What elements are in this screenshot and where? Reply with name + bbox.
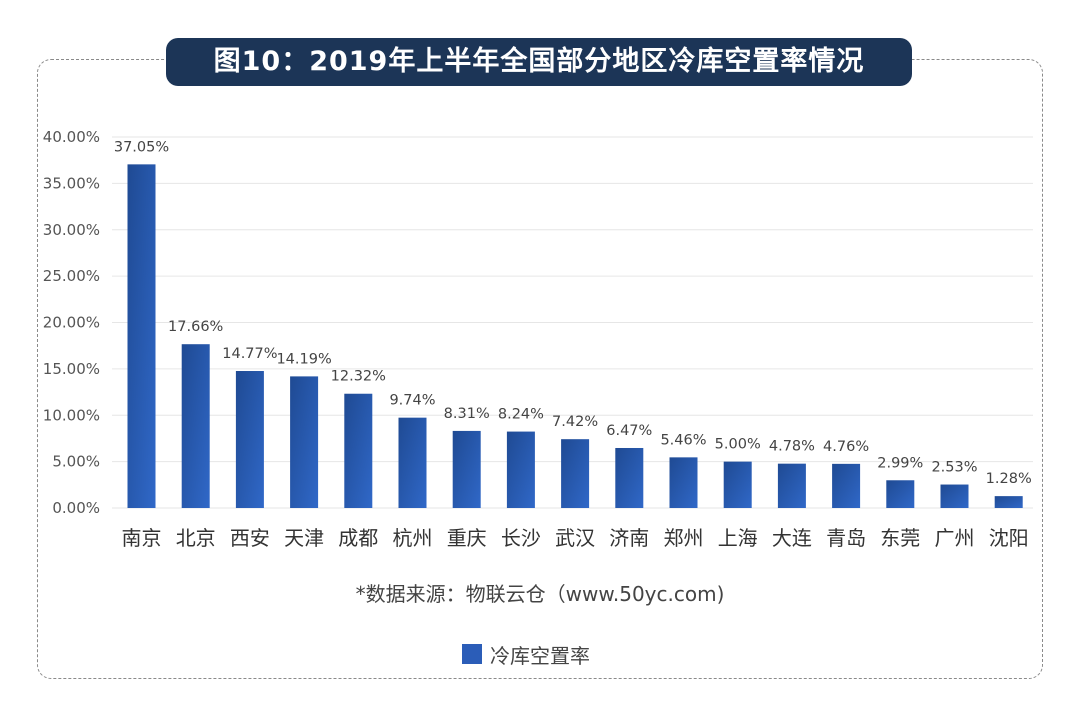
y-tick-label: 5.00%: [52, 453, 100, 471]
category-label: 东莞: [880, 526, 920, 550]
category-label: 青岛: [826, 526, 866, 550]
category-label: 重庆: [447, 526, 487, 550]
data-label: 12.32%: [331, 369, 386, 385]
data-label: 14.77%: [222, 346, 277, 362]
data-label: 2.99%: [877, 455, 923, 471]
category-label: 天津: [284, 526, 324, 550]
bar: [290, 376, 319, 508]
bar: [940, 484, 969, 508]
bar: [723, 461, 752, 508]
bar: [669, 457, 698, 508]
data-label: 8.31%: [444, 406, 490, 422]
category-label: 杭州: [393, 526, 433, 550]
data-label: 8.24%: [498, 407, 544, 423]
y-tick-label: 0.00%: [52, 499, 100, 517]
category-label: 济南: [609, 526, 649, 550]
x-axis-categories: 南京 北京 西安 天津 成都 杭州 重庆 长沙 武汉 济南 郑州 上海 大连 青岛 东莞 广州 沈阳: [122, 526, 1029, 550]
data-label: 5.46%: [660, 432, 706, 448]
data-label: 14.19%: [276, 351, 331, 367]
category-label: 成都: [338, 526, 378, 550]
bar: [886, 480, 915, 508]
bar: [127, 164, 156, 508]
bar: [561, 439, 590, 508]
category-label: 上海: [718, 526, 758, 550]
bar: [344, 393, 373, 508]
category-label: 广州: [935, 526, 975, 550]
bar: [506, 431, 535, 508]
y-tick-label: 10.00%: [43, 406, 100, 424]
bar: [181, 344, 210, 508]
bar: [994, 496, 1023, 508]
chart-title: 图10：2019年上半年全国部分地区冷库空置率情况: [166, 38, 912, 86]
gridlines: [112, 136, 1033, 509]
y-tick-label: 25.00%: [43, 267, 100, 285]
y-tick-label: 35.00%: [43, 174, 100, 192]
category-label: 沈阳: [989, 526, 1029, 550]
category-label: 长沙: [501, 526, 541, 550]
y-tick-label: 15.00%: [43, 360, 100, 378]
data-label: 7.42%: [552, 414, 598, 430]
bar: [615, 447, 644, 508]
data-label: 9.74%: [389, 393, 435, 409]
data-labels: 37.05% 17.66% 14.77%14.19%12.32%9.74% 8.31%…: [114, 139, 1032, 487]
bar: [777, 463, 806, 508]
legend-label: 冷库空置率: [490, 643, 590, 668]
source-note: *数据来源：物联云仓（www.50yc.com): [355, 582, 725, 606]
bar: [398, 417, 427, 508]
y-axis-ticks: 0.00% 5.00% 10.00% 15.00% 20.00% 25.00% 30.00%…: [43, 128, 100, 517]
legend: 冷库空置率: [462, 641, 590, 668]
data-label: 17.66%: [168, 319, 223, 335]
category-label: 北京: [176, 526, 216, 550]
y-tick-label: 40.00%: [43, 128, 100, 146]
data-label: 4.78%: [769, 439, 815, 455]
data-label: 5.00%: [715, 437, 761, 453]
legend-swatch: [462, 644, 482, 664]
data-label: 37.05%: [114, 139, 169, 155]
category-label: 郑州: [664, 526, 704, 550]
bar: [832, 463, 861, 508]
category-label: 武汉: [555, 526, 595, 550]
category-label: 西安: [230, 526, 270, 550]
category-label: 大连: [772, 526, 812, 550]
category-label: 南京: [122, 526, 162, 550]
bar: [452, 430, 481, 508]
bar: [235, 371, 264, 508]
data-label: 6.47%: [606, 423, 652, 439]
data-label: 4.76%: [823, 439, 869, 455]
data-label: 2.53%: [931, 460, 977, 476]
data-label: 1.28%: [986, 471, 1032, 487]
y-tick-label: 20.00%: [43, 314, 100, 332]
bars: [127, 164, 1023, 508]
y-tick-label: 30.00%: [43, 221, 100, 239]
